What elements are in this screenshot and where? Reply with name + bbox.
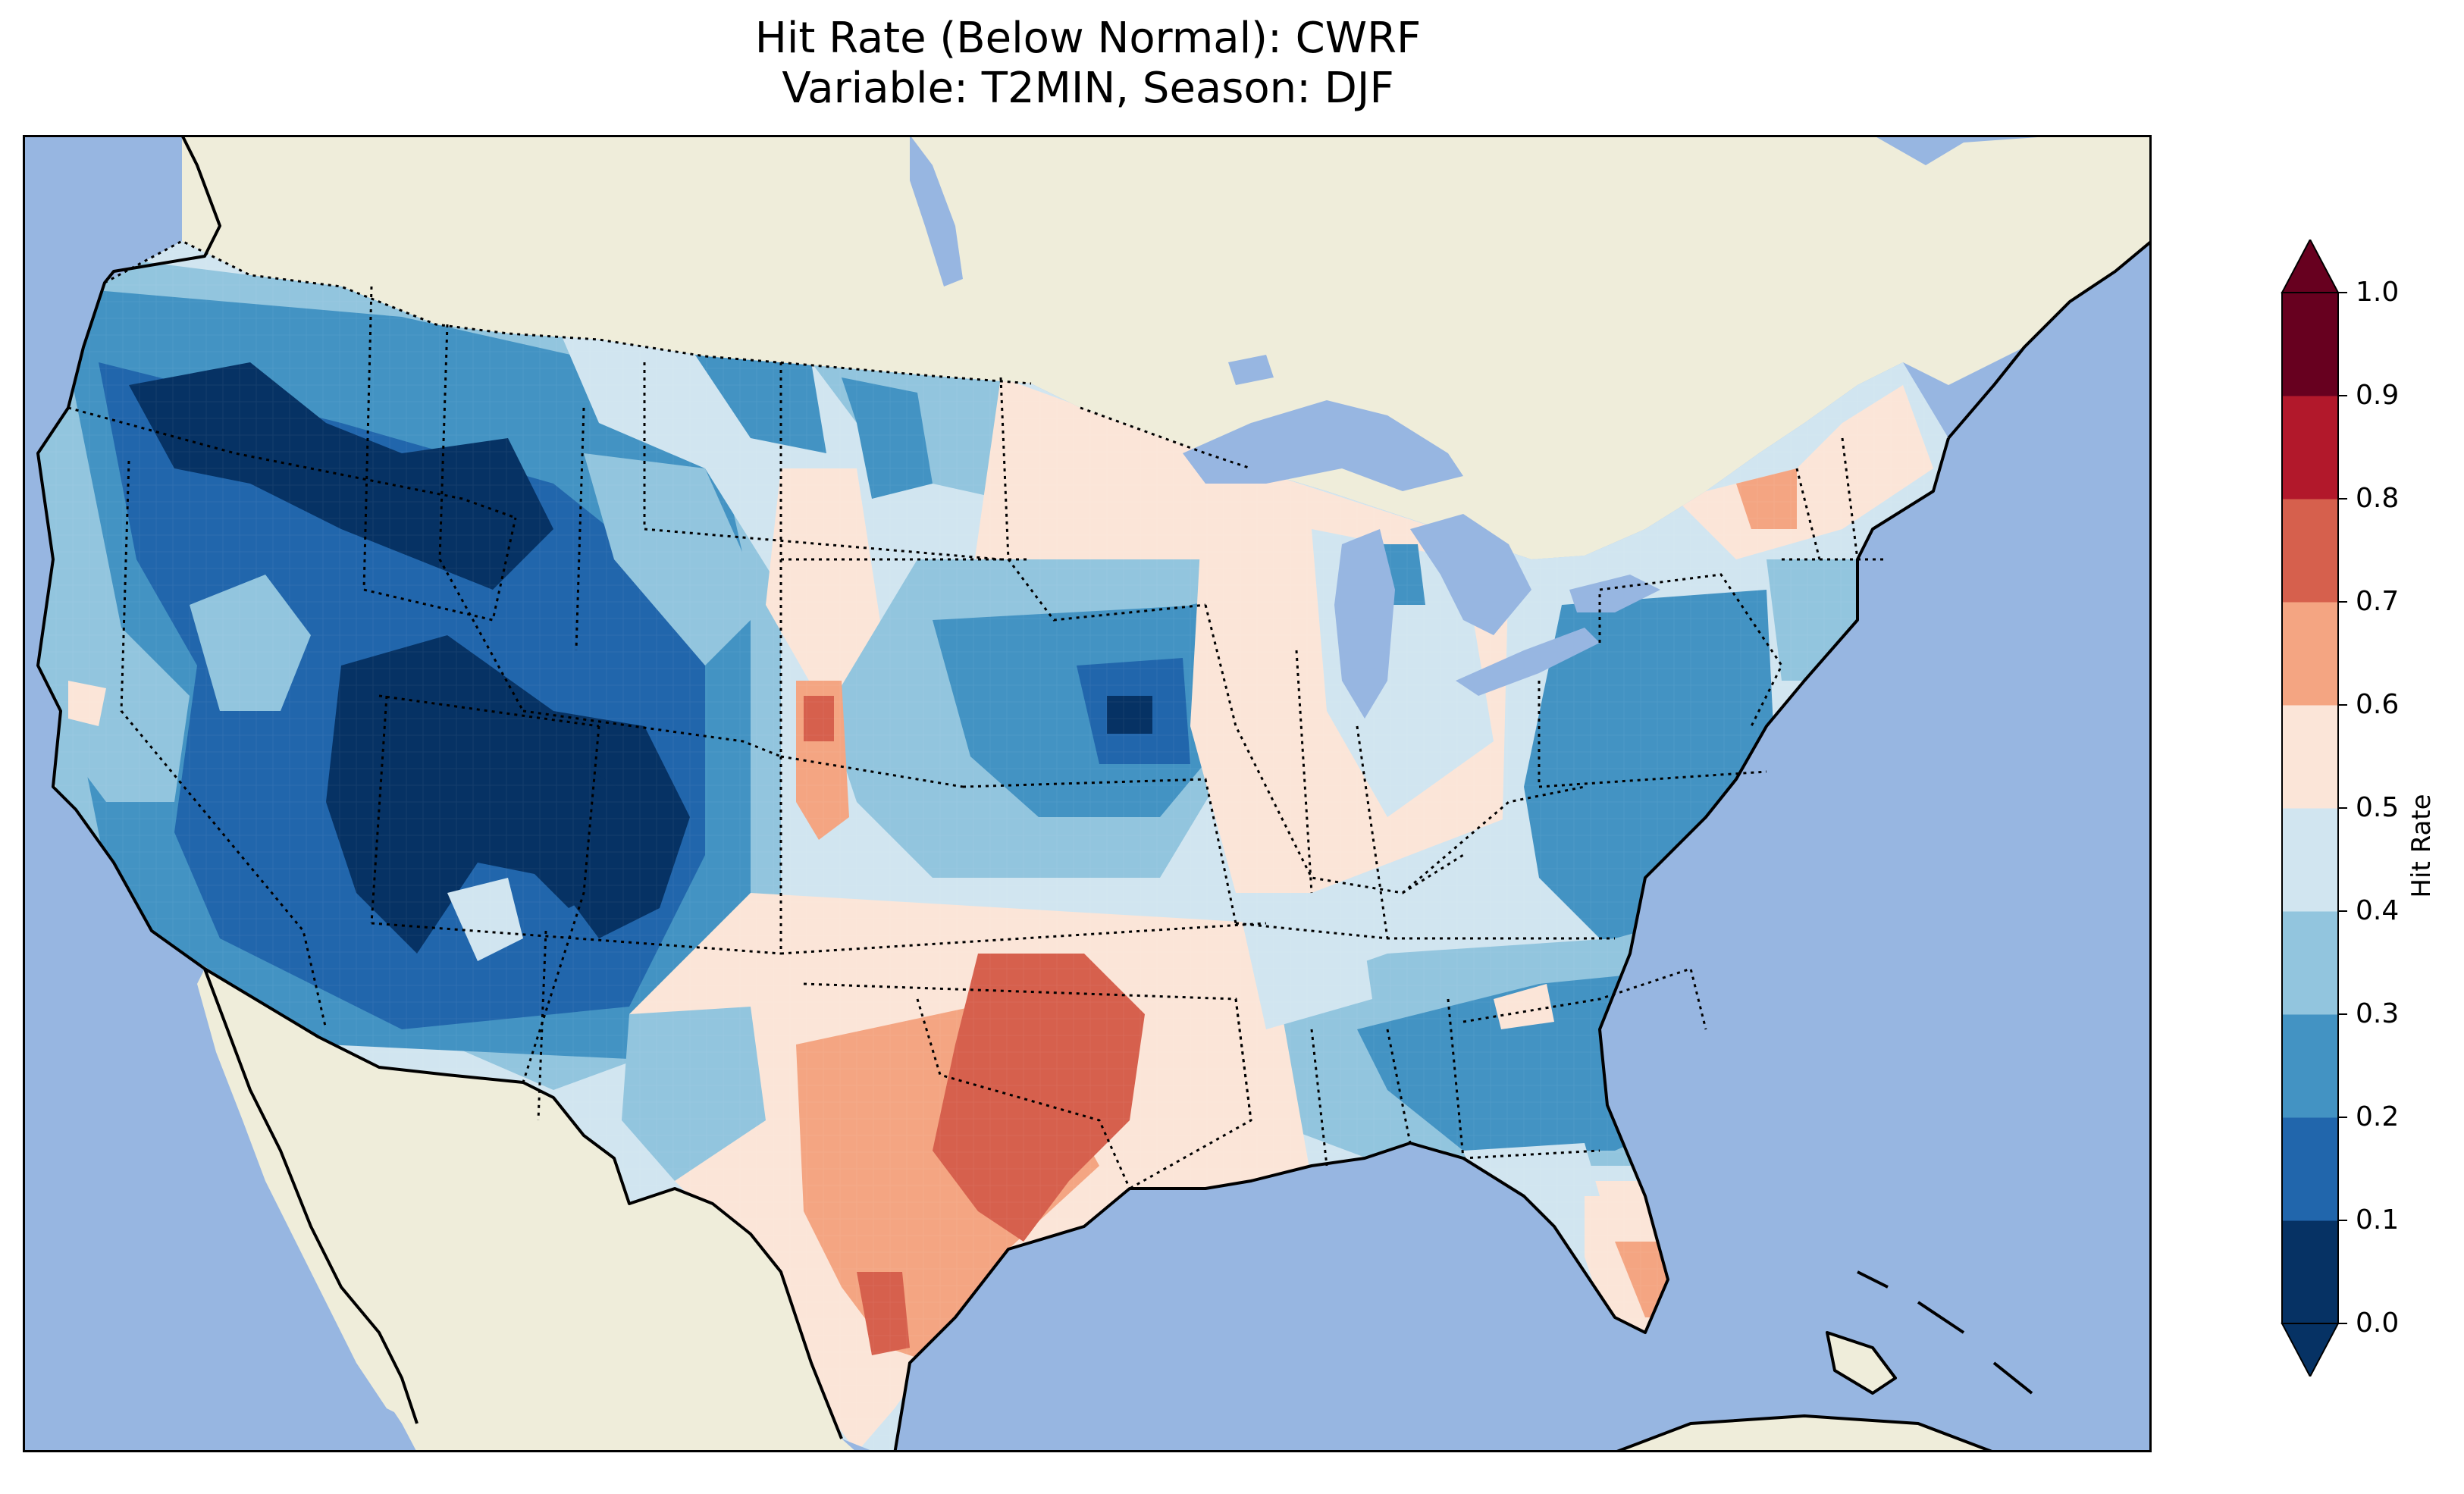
cuba-land [1827,1333,1895,1393]
colorbar-bin [2282,293,2338,396]
colorbar-tick-label: 0.2 [2356,1101,2400,1132]
state-borders [67,240,1888,1190]
extend-max-triangle [2281,240,2340,293]
colorbar: 0.0 0.1 0.2 0.3 0.4 0.5 0.6 0.7 0.8 0.9 1.0 Hit Ra… [2267,240,2464,1377]
colorbar-tick-label: 0.3 [2356,998,2400,1029]
colorbar-label: Hit Rate [2406,794,2437,898]
colorbar-tick-label: 0.7 [2356,586,2400,617]
colorbar-tick-label: 0.1 [2356,1204,2400,1236]
colorbar-tick-label: 0.5 [2356,792,2400,823]
colorbar-bin [2282,1117,2338,1221]
colorbar-bin [2282,808,2338,912]
canada-land [182,135,2152,559]
great-salt-lake [1228,355,1274,385]
colorbar-tick-label: 0.6 [2356,689,2400,720]
colorbar-tick-label: 0.8 [2356,483,2400,514]
hit-rate-map [23,135,2152,1452]
lake-erie [1456,628,1600,696]
colorbar-tick-label: 1.0 [2356,277,2400,308]
lake-michigan [1334,529,1395,719]
figure-title: Hit Rate (Below Normal): CWRF Variable: … [23,14,2153,114]
map-panel [23,135,2152,1452]
colorbar-bin [2282,499,2338,603]
colorbar-bin [2282,705,2338,809]
lake-winnipeg [910,135,963,287]
coastline [36,135,2152,1452]
title-line-1: Hit Rate (Below Normal): CWRF [754,14,1422,63]
extend-min-triangle [2281,1323,2340,1377]
colorbar-bin [2282,1014,2338,1118]
south-land [1615,1416,1994,1452]
lake-superior [1183,400,1463,491]
baja-land [197,969,417,1424]
title-line-2: Variable: T2MIN, Season: DJF [782,64,1394,113]
colorbar-tick-label: 0.9 [2356,380,2400,411]
colorbar-tick-label: 0.0 [2356,1308,2400,1339]
colorbar-bin [2282,911,2338,1015]
colorbar-tick-label: 0.4 [2356,895,2400,926]
colorbar-bin [2282,1220,2338,1324]
colorbar-bin [2282,396,2338,500]
colorbar-bin [2282,602,2338,706]
lake-huron [1410,514,1531,635]
colorbar-swatches [2281,240,2347,1377]
